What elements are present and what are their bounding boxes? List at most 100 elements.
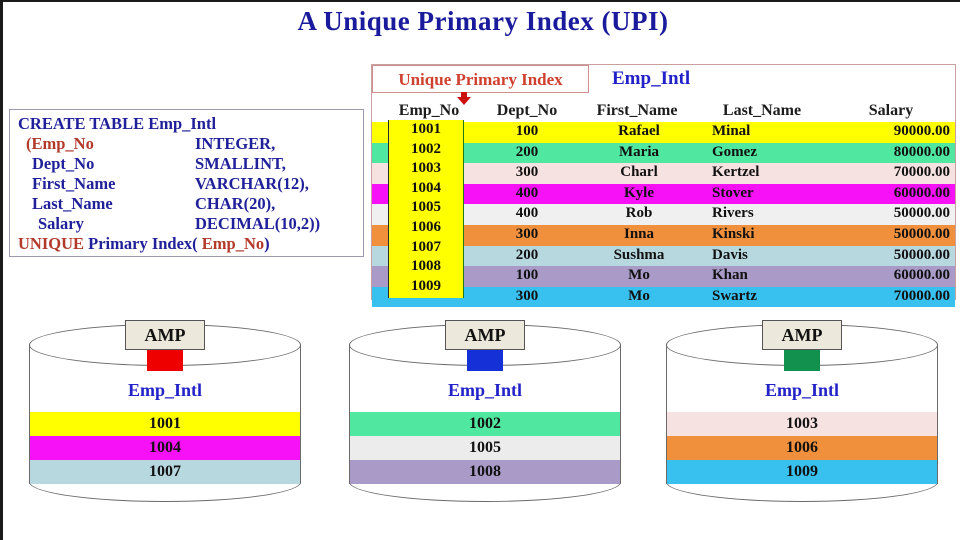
ddl-column-type: INTEGER, (195, 134, 276, 153)
ddl-token: UNIQUE (18, 234, 85, 253)
cell-salary: 60000.00 (893, 267, 950, 284)
cell-emp-no: 1008 (411, 258, 441, 275)
ddl-token: Primary Index( (84, 234, 202, 253)
column-header-dept_no: Dept_No (496, 102, 558, 119)
amp-row-value: 1006 (667, 436, 937, 460)
ddl-column-type: VARCHAR(12), (195, 174, 309, 193)
cell-emp-no: 1009 (411, 277, 441, 294)
amp-label-box: AMP (125, 320, 205, 350)
table-body: 100 Rafael Minal 90000.00 200 Maria Gomez 80000… (372, 122, 955, 308)
ddl-column-name: First_Name (32, 174, 116, 193)
ddl-line: UNIQUE Primary Index( Emp_No) (10, 234, 363, 254)
primary-index-column-highlight: 1001 1002 1003 1004 1005 1006 1007 1008 1009 (388, 120, 464, 298)
cell-first-name: Kyle (624, 184, 654, 201)
cell-salary: 60000.00 (893, 184, 950, 201)
cell-dept-no: 200 (515, 143, 539, 160)
column-header-salary: Salary (868, 102, 914, 119)
ddl-line: CREATE TABLE Emp_Intl (10, 114, 363, 134)
cell-emp-no: 1003 (411, 160, 441, 177)
amp-label-box: AMP (445, 320, 525, 350)
cell-dept-no: 300 (515, 225, 539, 242)
table-row: 400 Rob Rivers 50000.00 (372, 204, 955, 225)
cell-last-name: Gomez (712, 143, 757, 160)
table-name-label: Emp_Intl (612, 68, 691, 89)
cell-first-name: Rob (625, 205, 653, 222)
amp-color-chip-icon (467, 350, 503, 371)
table-row: 200 Sushma Davis 50000.00 (372, 245, 955, 267)
ddl-line: First_Name VARCHAR(12), (10, 174, 363, 194)
cell-dept-no: 300 (515, 287, 539, 304)
cell-first-name: Rafael (618, 123, 660, 139)
ddl-column-type: CHAR(20), (195, 194, 276, 213)
cell-last-name: Swartz (712, 287, 757, 304)
cell-emp-no: 1002 (411, 140, 441, 157)
ddl-column-type: DECIMAL(10,2)) (195, 214, 321, 233)
cell-salary: 80000.00 (893, 143, 950, 160)
cell-emp-no: 1004 (411, 179, 441, 196)
ddl-column-name: Salary (38, 214, 84, 233)
column-header-first_name: First_Name (596, 102, 678, 119)
cell-emp-no: 1005 (411, 199, 441, 216)
column-header-last_name: Last_Name (722, 102, 802, 119)
amp-row-value: 1009 (667, 460, 937, 484)
cell-salary: 90000.00 (893, 123, 950, 139)
amp-row-value: 1008 (350, 460, 620, 484)
amp-row-value: 1005 (350, 436, 620, 460)
table-row: 400 Kyle Stover 60000.00 (372, 183, 955, 205)
unique-primary-index-badge: Unique Primary Index (372, 65, 589, 93)
page-title: A Unique Primary Index (UPI) (297, 6, 669, 36)
amp-color-chip-icon (147, 350, 183, 371)
cell-last-name: Rivers (712, 205, 754, 222)
ddl-line: Salary DECIMAL(10,2)) (10, 214, 363, 234)
cell-emp-no: 1007 (411, 238, 441, 255)
cell-salary: 50000.00 (893, 225, 950, 242)
amp-table-name-label: Emp_Intl (127, 380, 203, 400)
cell-emp-no: 1006 (411, 218, 441, 235)
cell-first-name: Charl (620, 164, 658, 181)
cell-dept-no: 200 (515, 246, 539, 263)
ddl-line: (Emp_No INTEGER, (10, 134, 363, 154)
table-row: 200 Maria Gomez 80000.00 (372, 142, 955, 164)
amp-cylinder-1: 1001 1004 1007 Emp_Intl AMP (21, 320, 309, 505)
ddl-column-type: SMALLINT, (195, 154, 286, 173)
cell-first-name: Maria (619, 143, 659, 160)
amp-cylinder-2: 1002 1005 1008 Emp_Intl AMP (341, 320, 629, 505)
amp-cylinder-3: 1003 1006 1009 Emp_Intl AMP (658, 320, 946, 505)
cell-last-name: Stover (712, 184, 754, 201)
amp-row-value: 1001 (30, 412, 300, 436)
column-header-emp_no: Emp_No (398, 102, 460, 119)
cell-last-name: Minal (712, 123, 751, 139)
ddl-line: Last_Name CHAR(20), (10, 194, 363, 214)
create-table-statement-box: CREATE TABLE Emp_Intl (Emp_No INTEGER, Dept… (9, 109, 364, 257)
amp-row-value: 1007 (30, 460, 300, 484)
ddl-column-name: Dept_No (32, 154, 95, 173)
amp-row-value: 1004 (30, 436, 300, 460)
ddl-token: ) (264, 234, 270, 253)
table-row: 100 Rafael Minal 90000.00 (372, 122, 955, 143)
amp-table-name-label: Emp_Intl (764, 380, 840, 400)
cell-salary: 70000.00 (893, 164, 950, 181)
table-header-row: Emp_No Dept_No First_Name Last_Name Salary (372, 99, 955, 122)
cell-last-name: Davis (712, 246, 748, 263)
amp-row-bands: 1003 1006 1009 (667, 412, 937, 484)
table-row: 300 Mo Swartz 70000.00 (372, 286, 955, 308)
cell-dept-no: 300 (515, 164, 539, 181)
ddl-unique-index-clause: UNIQUE Primary Index( Emp_No) (18, 234, 270, 254)
cell-first-name: Mo (628, 267, 650, 284)
table-row: 300 Charl Kertzel 70000.00 (372, 163, 955, 184)
cell-salary: 70000.00 (893, 287, 950, 304)
amp-row-bands: 1001 1004 1007 (30, 412, 300, 484)
amp-color-chip-icon (784, 350, 820, 371)
cell-dept-no: 400 (515, 205, 539, 222)
amp-row-bands: 1002 1005 1008 (350, 412, 620, 484)
cell-first-name: Inna (623, 225, 655, 242)
cell-last-name: Khan (712, 267, 748, 284)
cell-salary: 50000.00 (893, 205, 950, 222)
cell-last-name: Kertzel (712, 164, 760, 181)
emp-intl-table: Unique Primary Index Emp_Intl Emp_No Dept… (371, 64, 956, 308)
amp-row-value: 1002 (350, 412, 620, 436)
ddl-line: Dept_No SMALLINT, (10, 154, 363, 174)
ddl-column-name: Last_Name (32, 194, 113, 213)
amp-row-value: 1003 (667, 412, 937, 436)
